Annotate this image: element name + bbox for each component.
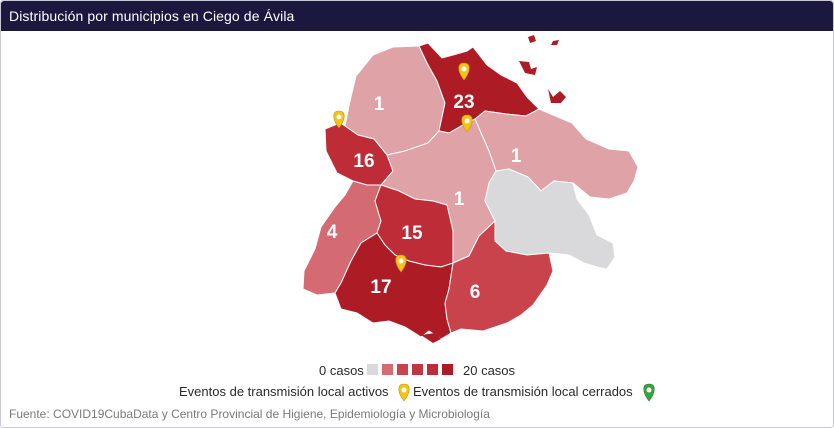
card-header: Distribución por municipios en Ciego de … bbox=[1, 1, 833, 31]
scale-max-label: 20 casos bbox=[463, 363, 516, 378]
map-pin-yellow-icon[interactable] bbox=[333, 110, 345, 129]
source-note: Fuente: COVID19CubaData y Centro Provinc… bbox=[9, 407, 490, 421]
map-pin-green-icon bbox=[643, 383, 655, 402]
label-baragua: 6 bbox=[470, 282, 481, 303]
municipality-venezuela[interactable] bbox=[334, 232, 454, 340]
swatch-level-4 bbox=[427, 364, 438, 375]
label-bolivia: 1 bbox=[511, 146, 522, 167]
map-pin-yellow-icon[interactable] bbox=[461, 114, 473, 133]
label-chambas: 1 bbox=[374, 94, 385, 115]
closed-events-label: Eventos de transmisión local cerrados bbox=[413, 384, 633, 399]
swatch-zero bbox=[367, 364, 378, 375]
label-venezuela: 17 bbox=[370, 277, 391, 298]
label-ciro-redondo: 1 bbox=[454, 189, 465, 210]
card-title: Distribución por municipios en Ciego de … bbox=[9, 8, 295, 24]
label-florencia: 16 bbox=[353, 151, 374, 172]
swatch-level-5 bbox=[442, 364, 453, 375]
map-area: 1 23 16 1 1 4 15 17 6 bbox=[1, 31, 834, 361]
map-pin-yellow-icon bbox=[398, 383, 410, 402]
swatch-level-2 bbox=[397, 364, 408, 375]
map-pin-yellow-icon[interactable] bbox=[458, 62, 470, 81]
swatch-level-3 bbox=[412, 364, 423, 375]
map-pin-yellow-icon[interactable] bbox=[395, 254, 407, 273]
color-scale-legend: 0 casos 20 casos bbox=[1, 363, 834, 379]
northern-cays bbox=[512, 35, 566, 103]
events-legend: Eventos de transmisión local activos Eve… bbox=[1, 383, 834, 402]
swatch-level-1 bbox=[382, 364, 393, 375]
label-ciego-de-avila: 15 bbox=[401, 223, 423, 244]
municipality-map: 1 23 16 1 1 4 15 17 6 bbox=[302, 35, 639, 343]
municipality-baragua[interactable] bbox=[444, 219, 554, 334]
label-majagua: 4 bbox=[327, 222, 338, 243]
label-moron: 23 bbox=[453, 92, 474, 113]
scale-min-label: 0 casos bbox=[319, 363, 364, 378]
active-events-label: Eventos de transmisión local activos bbox=[179, 384, 389, 399]
southern-cay bbox=[421, 333, 441, 343]
